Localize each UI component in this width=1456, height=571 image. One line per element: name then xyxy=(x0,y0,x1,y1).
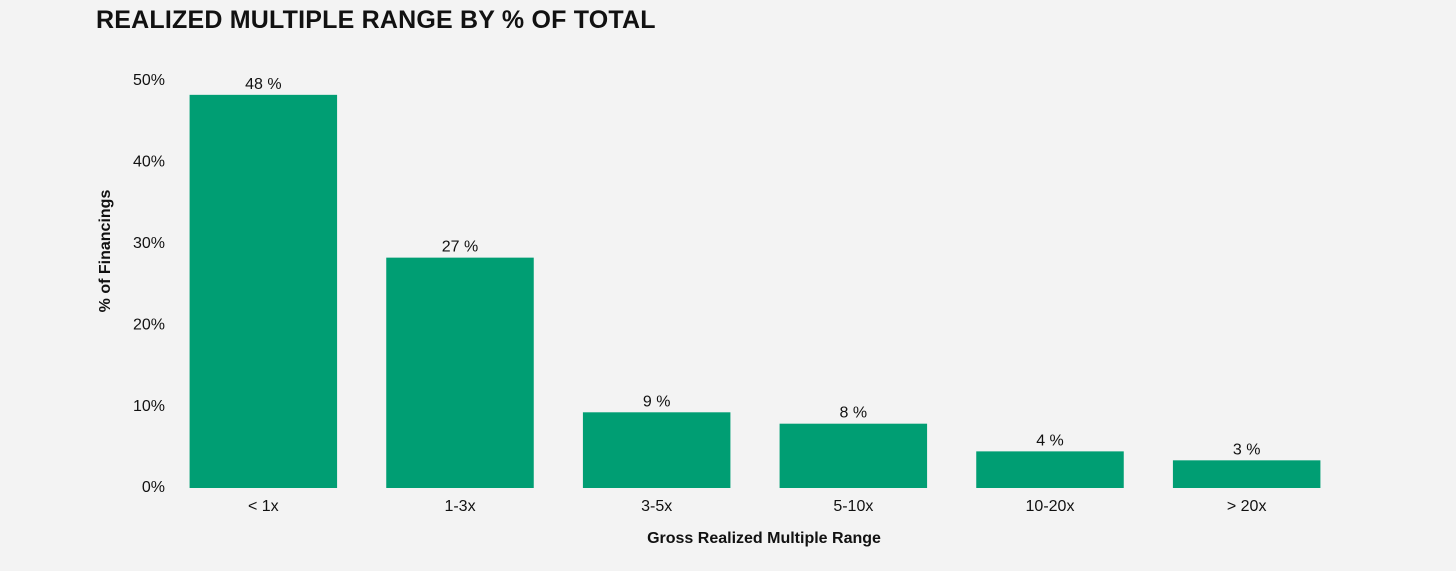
x-axis-label: Gross Realized Multiple Range xyxy=(647,530,881,547)
bar-data-label: 48 % xyxy=(245,76,281,93)
y-tick-label: 50% xyxy=(133,72,165,89)
x-tick-label: 1-3x xyxy=(444,498,475,515)
bar xyxy=(1172,460,1321,488)
x-tick-label: 5-10x xyxy=(833,498,873,515)
y-tick-label: 10% xyxy=(133,398,165,415)
bar xyxy=(189,94,338,488)
bar-data-label: 4 % xyxy=(1036,432,1064,449)
bar xyxy=(779,423,928,488)
data-labels: 48 % 27 % 9 % 8 % 4 % 3 % xyxy=(245,76,1260,458)
bar xyxy=(386,257,534,488)
bar xyxy=(582,412,731,488)
y-tick-label: 20% xyxy=(133,316,165,333)
y-tick-label: 40% xyxy=(133,154,165,171)
bar-data-label: 8 % xyxy=(840,405,868,422)
bars xyxy=(189,94,1321,488)
bar-data-label: 3 % xyxy=(1233,441,1261,458)
x-tick-label: 10-20x xyxy=(1026,498,1075,515)
y-axis-label: % of Financings xyxy=(97,190,114,313)
x-axis-ticks: < 1x 1-3x 3-5x 5-10x 10-20x > 20x xyxy=(248,498,1266,515)
x-tick-label: 3-5x xyxy=(641,498,672,515)
y-tick-label: 0% xyxy=(142,479,165,496)
y-axis-ticks: 0% 10% 20% 30% 40% 50% xyxy=(133,72,165,496)
y-tick-label: 30% xyxy=(133,235,165,252)
bar xyxy=(976,451,1124,488)
x-tick-label: < 1x xyxy=(248,498,279,515)
chart-title: REALIZED MULTIPLE RANGE BY % OF TOTAL xyxy=(96,6,656,34)
x-tick-label: > 20x xyxy=(1227,498,1267,515)
bar-data-label: 9 % xyxy=(643,393,671,410)
bar-data-label: 27 % xyxy=(442,239,478,256)
